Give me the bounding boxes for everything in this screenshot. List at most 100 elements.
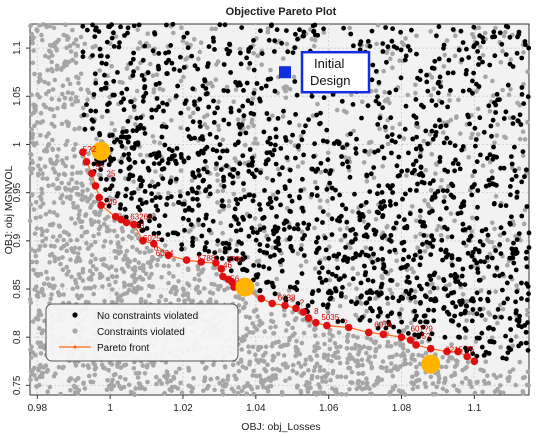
feasible-point <box>240 267 245 272</box>
feasible-point <box>367 318 373 323</box>
feasible-point <box>166 49 172 55</box>
feasible-point <box>378 200 384 206</box>
violated-point <box>37 326 42 331</box>
feasible-point <box>173 158 178 164</box>
feasible-point <box>206 249 212 254</box>
violated-point <box>241 117 246 122</box>
feasible-point <box>478 152 483 158</box>
violated-point <box>77 208 82 214</box>
feasible-point <box>418 68 424 74</box>
feasible-point <box>290 50 296 55</box>
violated-point <box>239 338 245 344</box>
violated-point <box>480 53 486 58</box>
violated-point <box>100 284 105 289</box>
feasible-point <box>462 326 468 331</box>
feasible-point <box>481 129 487 135</box>
violated-point <box>35 171 41 177</box>
violated-point <box>151 256 156 262</box>
violated-point <box>427 289 433 295</box>
violated-point <box>128 115 133 120</box>
feasible-point <box>190 196 196 202</box>
feasible-point <box>524 249 529 255</box>
feasible-point <box>389 138 395 144</box>
feasible-point <box>408 288 414 293</box>
feasible-point <box>309 299 315 305</box>
feasible-point <box>109 22 114 28</box>
feasible-point <box>149 191 155 197</box>
violated-point <box>413 299 419 305</box>
violated-point <box>415 245 420 250</box>
violated-point <box>498 383 503 388</box>
pareto-point <box>257 294 266 303</box>
feasible-point <box>325 305 330 310</box>
feasible-point <box>246 233 252 239</box>
feasible-point <box>420 241 425 247</box>
violated-point <box>398 391 404 397</box>
feasible-point <box>415 181 420 187</box>
violated-point <box>51 25 57 31</box>
violated-point <box>477 44 483 50</box>
violated-point <box>33 316 39 321</box>
violated-point <box>171 274 176 279</box>
violated-point <box>126 282 132 288</box>
violated-point <box>92 209 97 215</box>
violated-point <box>113 34 119 39</box>
feasible-point <box>417 319 423 325</box>
violated-point <box>493 289 499 295</box>
feasible-point <box>267 135 273 141</box>
feasible-point <box>445 293 451 299</box>
violated-point <box>60 365 66 371</box>
violated-point <box>517 136 523 142</box>
violated-point <box>283 95 289 101</box>
feasible-point <box>236 239 242 245</box>
feasible-point <box>446 311 452 317</box>
violated-point <box>388 368 394 374</box>
pareto-point-label: 46 <box>223 261 232 270</box>
violated-point <box>385 301 391 306</box>
feasible-point <box>263 83 269 89</box>
violated-point <box>135 375 141 380</box>
feasible-point <box>449 181 454 187</box>
feasible-point <box>526 45 532 51</box>
feasible-point <box>450 262 455 268</box>
feasible-point <box>490 156 496 162</box>
feasible-point <box>507 220 513 226</box>
violated-point <box>78 71 84 77</box>
violated-point <box>85 363 91 368</box>
feasible-point <box>458 28 464 34</box>
violated-point <box>396 388 402 393</box>
violated-point <box>452 364 458 370</box>
feasible-point <box>515 118 521 124</box>
violated-point <box>99 257 104 263</box>
violated-point <box>76 272 82 277</box>
violated-point <box>102 366 107 371</box>
feasible-point <box>450 194 456 200</box>
feasible-point <box>380 105 385 111</box>
violated-point <box>72 245 78 251</box>
feasible-point <box>287 236 292 242</box>
violated-point <box>285 342 291 347</box>
feasible-point <box>510 121 516 126</box>
feasible-point <box>433 130 439 135</box>
violated-point <box>410 204 415 209</box>
feasible-point <box>188 222 194 228</box>
feasible-point <box>522 174 527 180</box>
feasible-point <box>291 226 297 232</box>
feasible-point <box>164 71 170 76</box>
feasible-point <box>135 125 141 130</box>
violated-point <box>121 363 127 368</box>
feasible-point <box>205 64 210 69</box>
violated-point <box>380 164 386 169</box>
feasible-point <box>241 181 246 186</box>
violated-point <box>440 355 446 360</box>
violated-point <box>402 392 408 397</box>
feasible-point <box>358 294 364 300</box>
feasible-point <box>80 49 86 55</box>
feasible-point <box>235 170 241 176</box>
feasible-point <box>288 243 294 249</box>
feasible-point <box>330 271 335 277</box>
feasible-point <box>341 25 346 31</box>
feasible-point <box>485 255 490 260</box>
feasible-point <box>383 25 388 30</box>
violated-point <box>332 341 338 346</box>
